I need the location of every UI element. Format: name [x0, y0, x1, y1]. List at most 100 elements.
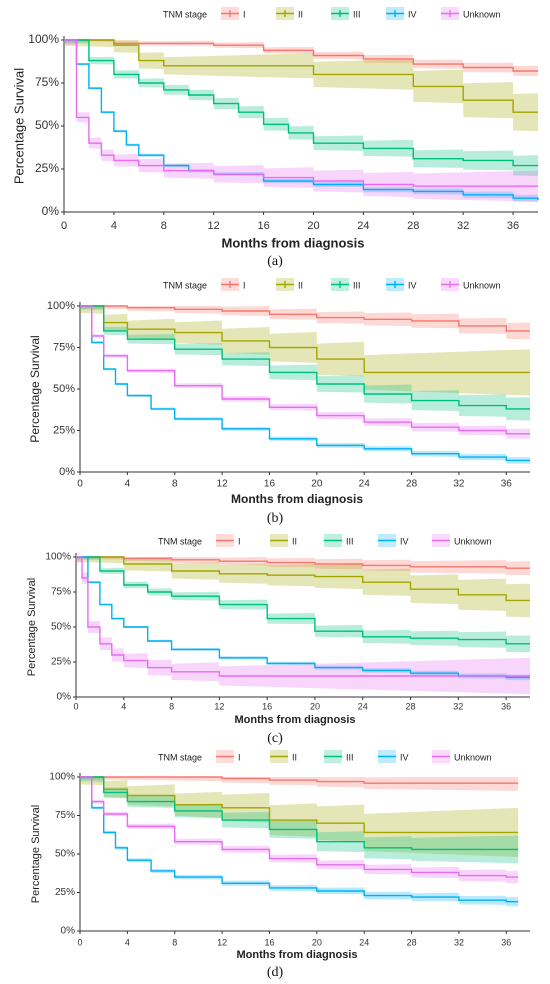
legend-label: I [243, 280, 246, 290]
legend-label: II [298, 280, 303, 290]
legend-label: III [346, 752, 354, 762]
y-axis-label: Percentage Survival [28, 335, 42, 442]
legend-item-ii: II [270, 750, 297, 763]
x-tick-label: 12 [217, 937, 227, 947]
legend-label: IV [400, 536, 409, 546]
legend-item-ii: II [270, 534, 297, 547]
y-tick-label: 100% [45, 552, 71, 563]
x-tick-label: 20 [312, 937, 322, 947]
x-tick-label: 16 [262, 701, 272, 711]
y-tick-label: 50% [53, 383, 75, 395]
legend-label: III [353, 280, 361, 290]
chart-panel-2: TNM stage I II III IV Unknown0%25%50%75%100%0… [28, 278, 530, 526]
x-tick-label: 32 [453, 701, 463, 711]
x-tick-label: 12 [208, 220, 220, 232]
legend-item-iv: IV [378, 534, 409, 547]
y-axis-label: Percentage Survival [30, 805, 42, 903]
x-tick-label: 4 [111, 220, 117, 232]
survival-line-i [80, 776, 519, 784]
ci-band-i [80, 306, 530, 340]
y-axis-label: Percentage Survival [11, 68, 26, 184]
survival-line-ii [76, 556, 530, 602]
legend-label: IV [408, 9, 417, 19]
legend-item-i: I [221, 7, 246, 20]
legend-label: Unknown [463, 280, 501, 290]
y-tick-label: 75% [55, 810, 75, 821]
legend-item-iv: IV [386, 278, 417, 291]
legend-label: II [292, 752, 297, 762]
ci-band-ii [76, 557, 530, 618]
legend-label: IV [400, 752, 409, 762]
x-tick-label: 12 [214, 701, 224, 711]
x-tick-label: 8 [172, 937, 177, 947]
survival-line-ii [64, 39, 538, 113]
ci-band-i [80, 777, 519, 791]
x-tick-label: 16 [257, 220, 269, 232]
x-tick-label: 4 [125, 937, 130, 947]
panel-label: (a) [267, 254, 283, 269]
x-tick-label: 8 [169, 701, 174, 711]
survival-line-i [64, 39, 538, 72]
ci-band-unknown [80, 306, 530, 439]
survival-line-iv [80, 776, 519, 903]
y-tick-label: 25% [35, 161, 59, 175]
legend-label: IV [408, 280, 417, 290]
legend-item-iv: IV [378, 750, 409, 763]
y-tick-label: 75% [51, 587, 71, 598]
x-axis-label: Months from diagnosis [235, 714, 356, 726]
x-tick-label: 8 [172, 479, 178, 490]
ci-band-i [64, 40, 538, 77]
legend-item-iii: III [324, 750, 354, 763]
survival-line-unknown [80, 305, 530, 435]
y-tick-label: 0% [57, 692, 72, 703]
legend-label: I [238, 536, 241, 546]
x-tick-label: 36 [501, 701, 511, 711]
legend-item-ii: II [276, 278, 303, 291]
legend-label: III [346, 536, 354, 546]
chart-panel-4: TNM stage I II III IV Unknown0%25%50%75%100%0… [30, 750, 530, 980]
legend: TNM stage I II III IV Unknown [163, 278, 501, 291]
y-tick-label: 25% [51, 657, 71, 668]
x-axis-label: Months from diagnosis [237, 949, 358, 961]
legend-item-i: I [216, 750, 241, 763]
x-tick-label: 8 [161, 220, 167, 232]
y-tick-label: 0% [59, 466, 75, 478]
legend-title: TNM stage [163, 280, 207, 290]
y-tick-label: 100% [28, 32, 59, 46]
ci-band-ii [64, 40, 538, 132]
legend-item-unknown: Unknown [441, 7, 501, 20]
x-tick-label: 20 [310, 701, 320, 711]
survival-line-iii [76, 556, 530, 645]
legend-title: TNM stage [158, 752, 202, 762]
x-tick-label: 32 [453, 479, 465, 490]
x-tick-label: 36 [501, 479, 513, 490]
x-tick-label: 24 [357, 220, 369, 232]
x-tick-label: 28 [407, 220, 419, 232]
survival-line-i [80, 305, 530, 332]
x-tick-label: 36 [501, 937, 511, 947]
legend-item-unknown: Unknown [432, 534, 492, 547]
legend-item-iii: III [331, 7, 361, 20]
x-tick-label: 16 [264, 479, 276, 490]
legend-title: TNM stage [158, 536, 202, 546]
legend-label: Unknown [454, 536, 492, 546]
x-tick-label: 0 [77, 937, 82, 947]
x-tick-label: 0 [77, 479, 83, 490]
y-tick-label: 25% [53, 424, 75, 436]
x-axis-label: Months from diagnosis [222, 235, 365, 250]
ci-band-ii [80, 777, 519, 858]
legend-label: Unknown [463, 9, 501, 19]
legend-item-unknown: Unknown [432, 750, 492, 763]
legend: TNM stage I II III IV Unknown [158, 750, 492, 763]
panel-label: (d) [267, 965, 284, 980]
y-tick-label: 75% [53, 341, 75, 353]
x-tick-label: 32 [454, 937, 464, 947]
legend-item-i: I [221, 278, 246, 291]
legend-label: III [353, 9, 361, 19]
legend-item-iii: III [324, 534, 354, 547]
ci-band-iii [64, 40, 538, 176]
x-axis-label: Months from diagnosis [231, 492, 363, 506]
x-tick-label: 4 [121, 701, 126, 711]
x-tick-label: 28 [407, 937, 417, 947]
survival-line-ii [80, 776, 519, 834]
